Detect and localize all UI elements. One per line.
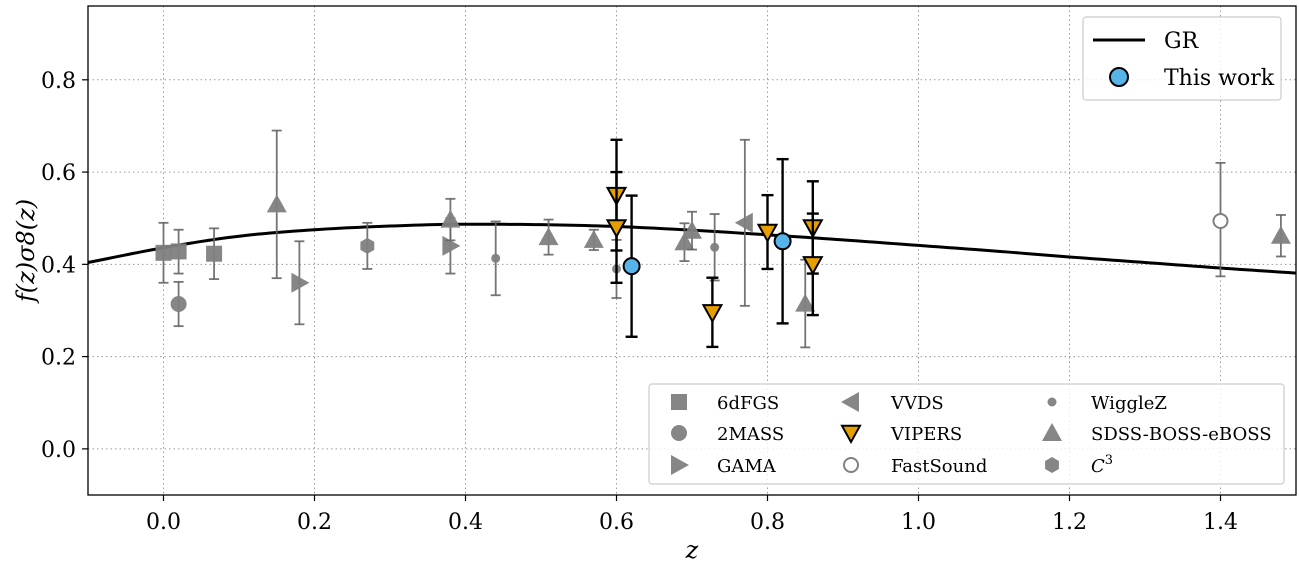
legend-vvds-label: VVDS <box>890 393 944 414</box>
legend-c3-marker <box>1045 457 1059 473</box>
y-tick-label: 0.4 <box>41 253 76 278</box>
legend-gama-label: GAMA <box>717 456 777 477</box>
x-tick-label: 1.4 <box>1203 510 1238 535</box>
vipers-point <box>802 256 824 276</box>
legend-this-work-marker <box>1109 67 1129 87</box>
legend-sdss-boss-eboss-marker <box>1042 423 1062 441</box>
wigglez-point <box>491 253 501 263</box>
x-tick-label: 0.0 <box>146 510 181 535</box>
legend-main-box <box>1082 16 1282 101</box>
sdss-boss-eboss-point <box>266 194 287 213</box>
sdss-boss-eboss-point <box>1270 225 1291 244</box>
legend-6dfgs-label: 6dFGS <box>717 393 779 414</box>
vipers-point <box>605 219 628 239</box>
x-tick-label: 0.4 <box>448 510 483 535</box>
6dfgs-point <box>206 245 223 262</box>
legend-surveys: 6dFGS 2MASS GAMA VVDS VIPERS FastSound WiggleZ… <box>648 383 1285 485</box>
this-work-point <box>622 257 641 276</box>
sdss-boss-eboss-point <box>795 293 816 312</box>
legend-wigglez-marker <box>1047 397 1057 407</box>
y-tick-label: 0.0 <box>41 438 76 463</box>
x-tick-label: 1.0 <box>901 510 936 535</box>
legend-vipers-label: VIPERS <box>890 424 962 445</box>
legend-gr-label: GR <box>1164 29 1200 54</box>
axis-ticks: 0.0 0.2 0.4 0.6 0.8 1.0 1.2 1.4 0.0 0.2 0.4 0.6 0.8 <box>41 69 1238 535</box>
wigglez-point <box>710 242 720 252</box>
legend-2mass-label: 2MASS <box>717 424 784 445</box>
x-axis-label: z <box>685 536 699 562</box>
legend-vipers-marker <box>840 424 862 445</box>
legend-surveys-box <box>648 383 1285 485</box>
gama-point <box>442 235 461 256</box>
sdss-boss-eboss-point <box>440 209 461 228</box>
y-tick-label: 0.6 <box>41 161 76 186</box>
c-3-point <box>360 237 375 254</box>
sdss-boss-eboss-point <box>538 227 559 246</box>
legend-fastsound-marker <box>843 457 859 473</box>
legend-vvds-marker <box>841 392 859 412</box>
data-points <box>155 129 1291 349</box>
this-work-point <box>773 232 792 251</box>
y-tick-label: 0.8 <box>41 69 76 94</box>
6dfgs-point <box>155 244 172 261</box>
y-axis-label: f(z)σ8(z) <box>12 199 40 304</box>
vipers-point <box>756 223 779 244</box>
6dfgs-point <box>170 243 187 260</box>
gama-point <box>291 272 310 293</box>
x-tick-label: 1.2 <box>1052 510 1087 535</box>
legend-2mass-marker <box>671 425 687 441</box>
2mass-point <box>170 296 187 313</box>
sdss-boss-eboss-point <box>674 232 695 251</box>
vvds-point <box>734 212 753 233</box>
legend-this-work-label: This work <box>1164 66 1275 91</box>
y-tick-label: 0.2 <box>41 346 76 371</box>
x-tick-label: 0.2 <box>297 510 332 535</box>
sdss-boss-eboss-point <box>583 229 604 248</box>
legend-sdss-boss-eboss-label: SDSS-BOSS-eBOSS <box>1091 424 1272 445</box>
legend-main: GR This work <box>1082 16 1282 101</box>
plot-frame <box>87 5 1297 496</box>
legend-6dfgs-marker <box>671 394 687 410</box>
vipers-point <box>701 304 724 324</box>
x-tick-label: 0.8 <box>750 510 785 535</box>
legend-gama-marker <box>671 455 689 475</box>
sdss-boss-eboss-point <box>682 220 702 239</box>
legend-c3-superscript: 3 <box>1105 453 1113 468</box>
fastsound-point <box>1212 212 1229 229</box>
legend-fastsound-label: FastSound <box>891 456 987 477</box>
x-tick-label: 0.6 <box>599 510 634 535</box>
legend-wigglez-label: WiggleZ <box>1091 393 1167 414</box>
